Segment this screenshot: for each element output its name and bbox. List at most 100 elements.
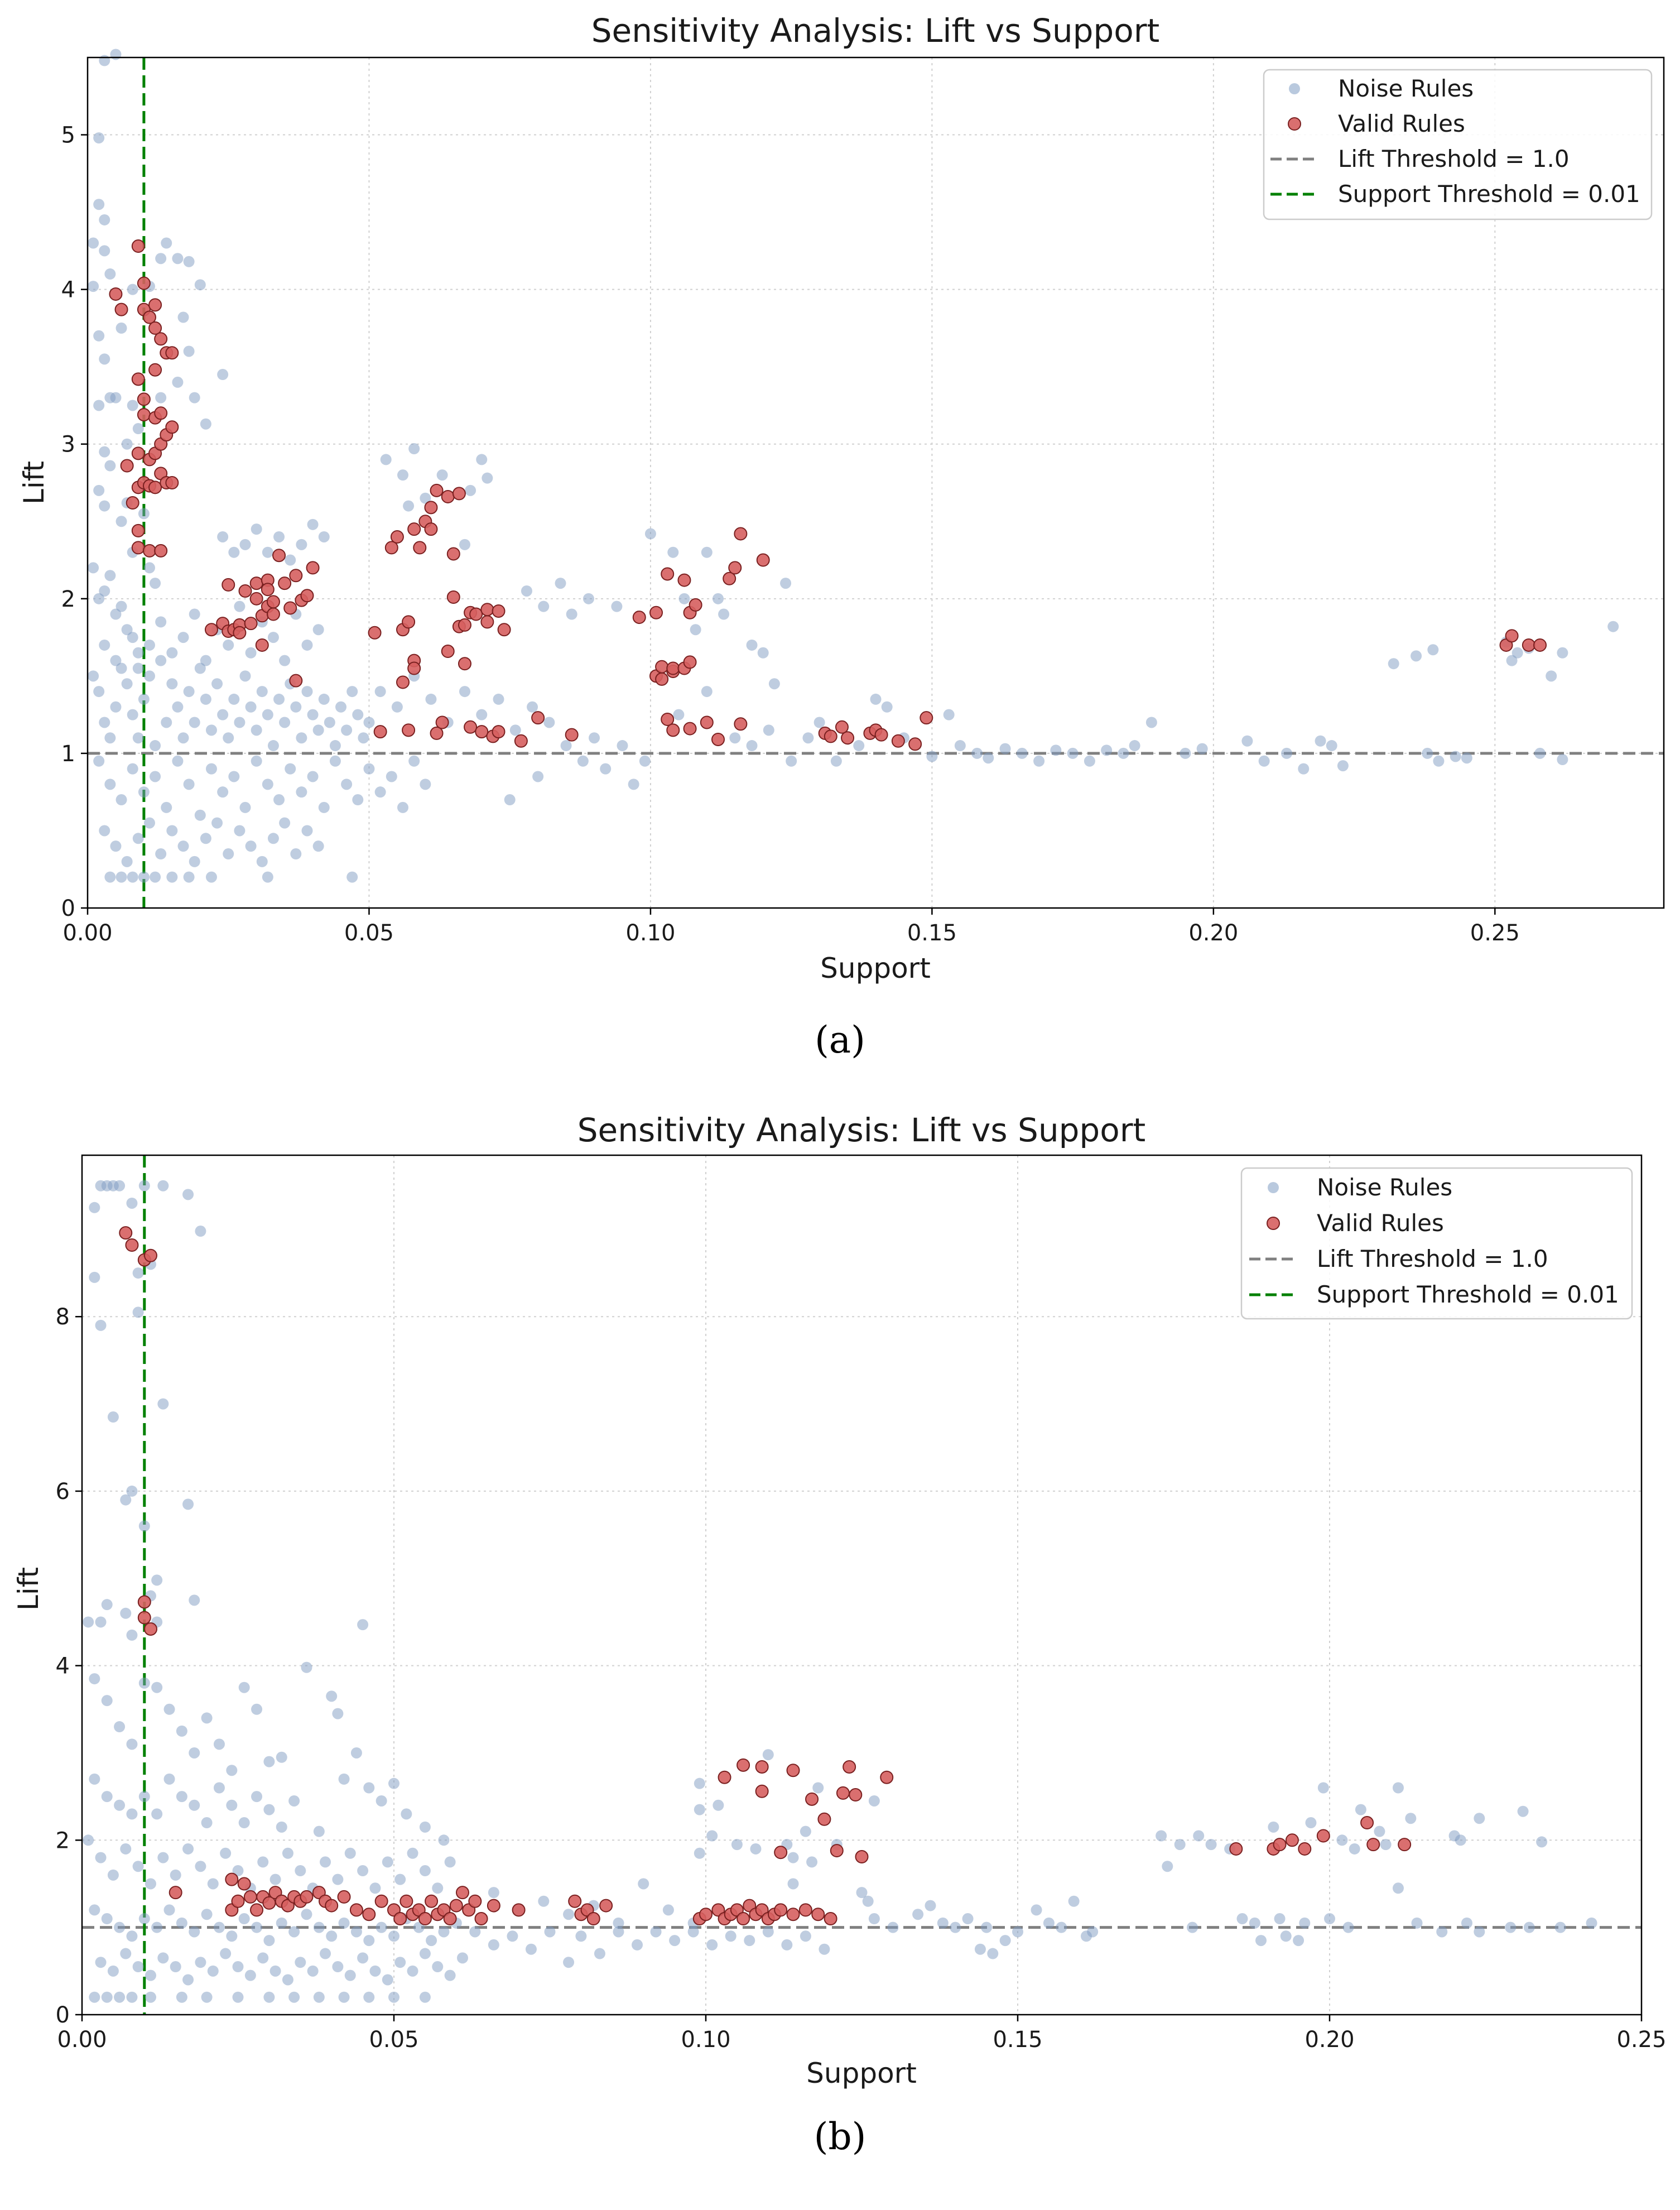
noise-rule-point [150,740,161,752]
legend-marker-valid [1288,117,1301,131]
valid-rule-point [148,321,162,335]
noise-rule-point [438,1834,450,1846]
valid-rule-point [125,1238,139,1252]
noise-rule-point [234,600,245,612]
noise-rule-point [338,1773,350,1785]
noise-rule-point [99,717,110,728]
noise-rule-point [262,709,273,720]
noise-rule-point [251,755,262,767]
noise-rule-point [1162,1861,1173,1872]
noise-rule-point [172,253,184,265]
noise-rule-point [1299,1917,1311,1929]
valid-rule-point [289,569,303,583]
noise-rule-point [127,763,138,775]
valid-rule-point [480,615,494,629]
valid-rule-point [849,1788,863,1802]
noise-rule-point [99,214,110,225]
noise-rule-point [132,647,144,659]
plot-frame [81,1154,1643,2016]
valid-rule-point [492,604,506,618]
noise-rule-point [1355,1804,1366,1815]
noise-rule-point [245,840,257,852]
valid-rule-point [435,715,449,729]
noise-rule-point [1474,1926,1485,1938]
noise-rule-point [256,686,268,698]
noise-rule-point [543,717,555,728]
noise-rule-point [394,1957,406,1968]
noise-rule-point [220,1847,232,1859]
valid-rule-point [458,618,471,632]
noise-rule-point [408,755,420,767]
y-tick-label: 0 [56,2002,70,2028]
noise-rule-point [521,585,532,597]
noise-rule-point [245,701,257,713]
noise-rule-point [110,655,122,666]
noise-rule-point [786,755,797,767]
noise-rule-point [269,1965,281,1977]
noise-rule-point [1517,1805,1529,1817]
noise-rule-point [301,639,313,651]
noise-rule-point [211,678,223,690]
noise-rule-point [166,871,178,883]
legend-label-support-threshold: Support Threshold = 0.01 [1317,1281,1619,1308]
valid-rule-point [655,660,669,674]
noise-rule-point [127,871,138,883]
noise-rule-point [200,833,211,844]
noise-rule-point [267,632,279,643]
noise-rule-point [694,1847,705,1859]
noise-rule-point [706,1939,718,1950]
noise-rule-point [341,724,353,736]
noise-rule-point [1374,1825,1385,1837]
noise-rule-point [121,438,133,450]
noise-rule-point [288,1795,300,1807]
noise-rule-point [195,1861,206,1872]
y-tick-label: 8 [56,1304,70,1330]
noise-rule-point [1474,1813,1485,1824]
valid-rule-point [492,725,506,739]
noise-rule-point [757,647,769,659]
noise-rule-point [363,1782,375,1794]
noise-rule-point [177,632,189,643]
valid-rule-point [458,657,471,671]
noise-rule-point [525,1943,537,1955]
valid-rule-point [325,1899,339,1913]
noise-rule-point [115,662,127,674]
noise-rule-point [397,469,408,481]
noise-rule-point [320,1856,331,1868]
valid-rule-point [306,561,320,575]
noise-rule-point [632,1939,643,1950]
noise-rule-point [104,570,116,582]
noise-rule-point [301,1909,312,1920]
noise-rule-point [155,253,167,265]
noise-rule-point [115,871,127,883]
noise-rule-point [1427,644,1439,656]
valid-rule-point [237,1877,251,1891]
noise-rule-point [729,732,741,744]
noise-rule-point [369,1882,381,1894]
noise-rule-point [1461,752,1472,764]
noise-rule-point [127,400,138,411]
noise-rule-point [1380,1839,1392,1851]
noise-rule-point [151,1574,163,1586]
noise-rule-point [1156,1830,1167,1842]
noise-rule-point [563,1957,575,1968]
noise-rule-point [482,472,493,484]
valid-rule-point [407,661,421,675]
noise-rule-point [104,268,116,280]
valid-rule-point [723,571,736,585]
valid-rule-point [233,626,247,640]
noise-rule-point [762,1926,774,1938]
noise-rule-point [1241,735,1253,747]
y-tick-label: 6 [56,1479,70,1505]
noise-rule-point [781,1939,793,1950]
noise-rule-point [329,755,341,767]
noise-rule-point [504,794,516,806]
valid-rule-point [231,1894,245,1908]
noise-rule-point [101,1695,113,1707]
valid-rule-point [402,615,416,629]
noise-rule-point [145,1878,156,1890]
valid-rule-point [655,672,669,686]
noise-rule-point [1317,1782,1329,1794]
legend: Noise Rules Valid Rules Lift Threshold =… [1240,1167,1633,1320]
noise-rule-point [155,392,167,403]
